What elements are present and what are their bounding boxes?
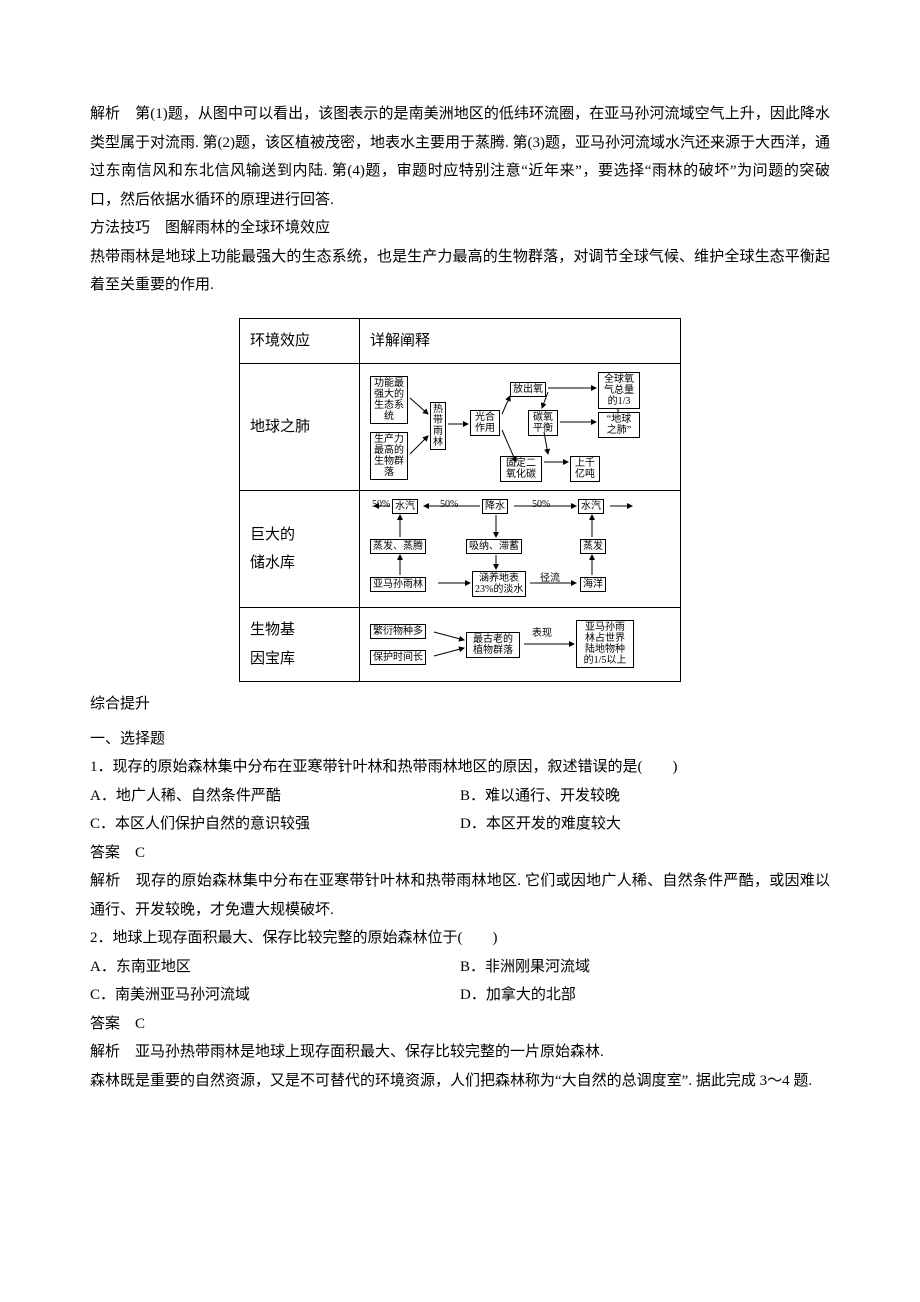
d2evap2: 蒸发 [580, 539, 606, 554]
d1n1c: 生态系 [374, 400, 404, 411]
d1n3d: 林 [433, 437, 443, 448]
d3n5d: 的1/5以上 [584, 655, 627, 666]
d3n5a: 亚马孙雨 [585, 622, 625, 633]
table-row: 生物基 因宝库 繁衍物种多 保护时间长 最古老的 植物群落 表现 亚马孙雨 林占… [240, 608, 681, 682]
row3-left-l2: 因宝库 [250, 645, 349, 674]
q2-answer: 答案 C [90, 1010, 830, 1039]
q1-opt-d[interactable]: D．本区开发的难度较大 [460, 810, 830, 839]
d3n1: 繁衍物种多 [370, 624, 426, 639]
gene-diagram: 繁衍物种多 保护时间长 最古老的 植物群落 表现 亚马孙雨 林占世界 陆地物种 … [370, 620, 670, 670]
d2ocean: 海洋 [580, 577, 606, 592]
d1n3c: 雨 [433, 426, 443, 437]
d2runoff: 径流 [540, 573, 560, 584]
row2-left-l2: 储水库 [250, 549, 349, 578]
q1-answer: 答案 C [90, 839, 830, 868]
q1-explanation: 解析 现存的原始森林集中分布在亚寒带针叶林和热带雨林地区. 它们或因地广人稀、自… [90, 867, 830, 924]
d1n6b: 平衡 [533, 423, 553, 434]
q2-options: A．东南亚地区 B．非洲刚果河流域 C．南美洲亚马孙河流域 D．加拿大的北部 [90, 953, 830, 1010]
q1-opt-b[interactable]: B．难以通行、开发较晚 [460, 782, 830, 811]
q2-opt-a[interactable]: A．东南亚地区 [90, 953, 460, 982]
d1n3a: 热 [433, 404, 443, 415]
d2sv2: 水汽 [578, 499, 604, 514]
d1n4b: 作用 [475, 423, 495, 434]
heading-choice: 一、选择题 [90, 725, 830, 754]
d1n1a: 功能最 [374, 378, 404, 389]
d1n8b: 之肺” [607, 425, 631, 436]
d3n3a: 最古老的 [473, 634, 513, 645]
method-body: 热带雨林是地球上功能最强大的生态系统，也是生产力最高的生物群落，对调节全球气候、… [90, 243, 830, 300]
row1-left: 地球之肺 [240, 364, 360, 491]
d1n4a: 光合 [475, 412, 495, 423]
d1n5: 放出氧 [510, 382, 546, 397]
env-effects-table: 环境效应 详解阐释 地球之肺 功能最 强大的 生态系 统 生产力 最高的 生物群… [239, 318, 681, 683]
d1n7c: 的1/3 [608, 396, 631, 407]
heading-comprehensive: 综合提升 [90, 690, 830, 719]
q2-opt-d[interactable]: D．加拿大的北部 [460, 981, 830, 1010]
d3n4: 表现 [532, 628, 552, 639]
q1-stem: 1．现存的原始森林集中分布在亚寒带针叶林和热带雨林地区的原因，叙述错误的是( ) [90, 753, 830, 782]
q1-opt-c[interactable]: C．本区人们保护自然的意识较强 [90, 810, 460, 839]
q2-opt-b[interactable]: B．非洲刚果河流域 [460, 953, 830, 982]
d1n10a: 上千 [575, 458, 595, 469]
d1n8a: “地球 [607, 414, 631, 425]
d1n2b: 最高的 [374, 445, 404, 456]
d1n2d: 落 [384, 467, 394, 478]
q2-stem: 2．地球上现存面积最大、保存比较完整的原始森林位于( ) [90, 924, 830, 953]
d1n2a: 生产力 [374, 434, 404, 445]
q2-explanation: 解析 亚马孙热带雨林是地球上现存面积最大、保存比较完整的一片原始森林. [90, 1038, 830, 1067]
d2rain: 降水 [482, 499, 508, 514]
d2fresh2: 23%的淡水 [475, 584, 523, 595]
d1n2c: 生物群 [374, 456, 404, 467]
reservoir-diagram: 50% 水汽 50% 降水 50% 水汽 蒸发、蒸腾 吸纳、滞蓄 蒸发 亚马孙雨… [370, 499, 670, 599]
d2p50b: 50% [440, 499, 458, 510]
method-title: 方法技巧 图解雨林的全球环境效应 [90, 214, 830, 243]
d2evap1: 蒸发、蒸腾 [370, 539, 426, 554]
lung-diagram: 功能最 强大的 生态系 统 生产力 最高的 生物群 落 热 带 雨 林 [370, 372, 670, 482]
d1n9b: 氧化碳 [506, 469, 536, 480]
row1-diagram-cell: 功能最 强大的 生态系 统 生产力 最高的 生物群 落 热 带 雨 林 [360, 364, 681, 491]
d1n7b: 气总量 [604, 385, 634, 396]
q2-opt-c[interactable]: C．南美洲亚马孙河流域 [90, 981, 460, 1010]
header-right: 详解阐释 [360, 318, 681, 364]
table-header-row: 环境效应 详解阐释 [240, 318, 681, 364]
d1n10b: 亿吨 [575, 469, 595, 480]
d2amazon: 亚马孙雨林 [370, 577, 426, 592]
d2store: 吸纳、滞蓄 [466, 539, 522, 554]
d2fresh1: 涵养地表 [479, 573, 519, 584]
row2-left: 巨大的 储水库 [240, 491, 360, 608]
row3-left: 生物基 因宝库 [240, 608, 360, 682]
row3-left-l1: 生物基 [250, 616, 349, 645]
row2-diagram-cell: 50% 水汽 50% 降水 50% 水汽 蒸发、蒸腾 吸纳、滞蓄 蒸发 亚马孙雨… [360, 491, 681, 608]
d1n3b: 带 [433, 415, 443, 426]
analysis-paragraph: 解析 第(1)题，从图中可以看出，该图表示的是南美洲地区的低纬环流圈，在亚马孙河… [90, 100, 830, 214]
d1n7a: 全球氧 [604, 374, 634, 385]
d1n1b: 强大的 [374, 389, 404, 400]
q1-opt-a[interactable]: A．地广人稀、自然条件严酷 [90, 782, 460, 811]
d1n1d: 统 [384, 411, 394, 422]
d3n5c: 陆地物种 [585, 644, 625, 655]
d2p50a: 50% [372, 499, 390, 510]
d3n3b: 植物群落 [473, 645, 513, 656]
d2p50c: 50% [532, 499, 550, 510]
d1n6a: 碳氧 [533, 412, 553, 423]
d3n2: 保护时间长 [370, 650, 426, 665]
d1n9a: 固定二 [506, 458, 536, 469]
d3n5b: 林占世界 [585, 633, 625, 644]
header-left: 环境效应 [240, 318, 360, 364]
d2sv1: 水汽 [392, 499, 418, 514]
table-row: 地球之肺 功能最 强大的 生态系 统 生产力 最高的 生物群 落 热 带 [240, 364, 681, 491]
row3-diagram-cell: 繁衍物种多 保护时间长 最古老的 植物群落 表现 亚马孙雨 林占世界 陆地物种 … [360, 608, 681, 682]
q1-options: A．地广人稀、自然条件严酷 B．难以通行、开发较晚 C．本区人们保护自然的意识较… [90, 782, 830, 839]
row2-left-l1: 巨大的 [250, 521, 349, 550]
lead-3-4: 森林既是重要的自然资源，又是不可替代的环境资源，人们把森林称为“大自然的总调度室… [90, 1067, 830, 1096]
table-row: 巨大的 储水库 50% 水汽 50% 降水 50% 水汽 蒸发、蒸腾 吸纳、滞蓄… [240, 491, 681, 608]
